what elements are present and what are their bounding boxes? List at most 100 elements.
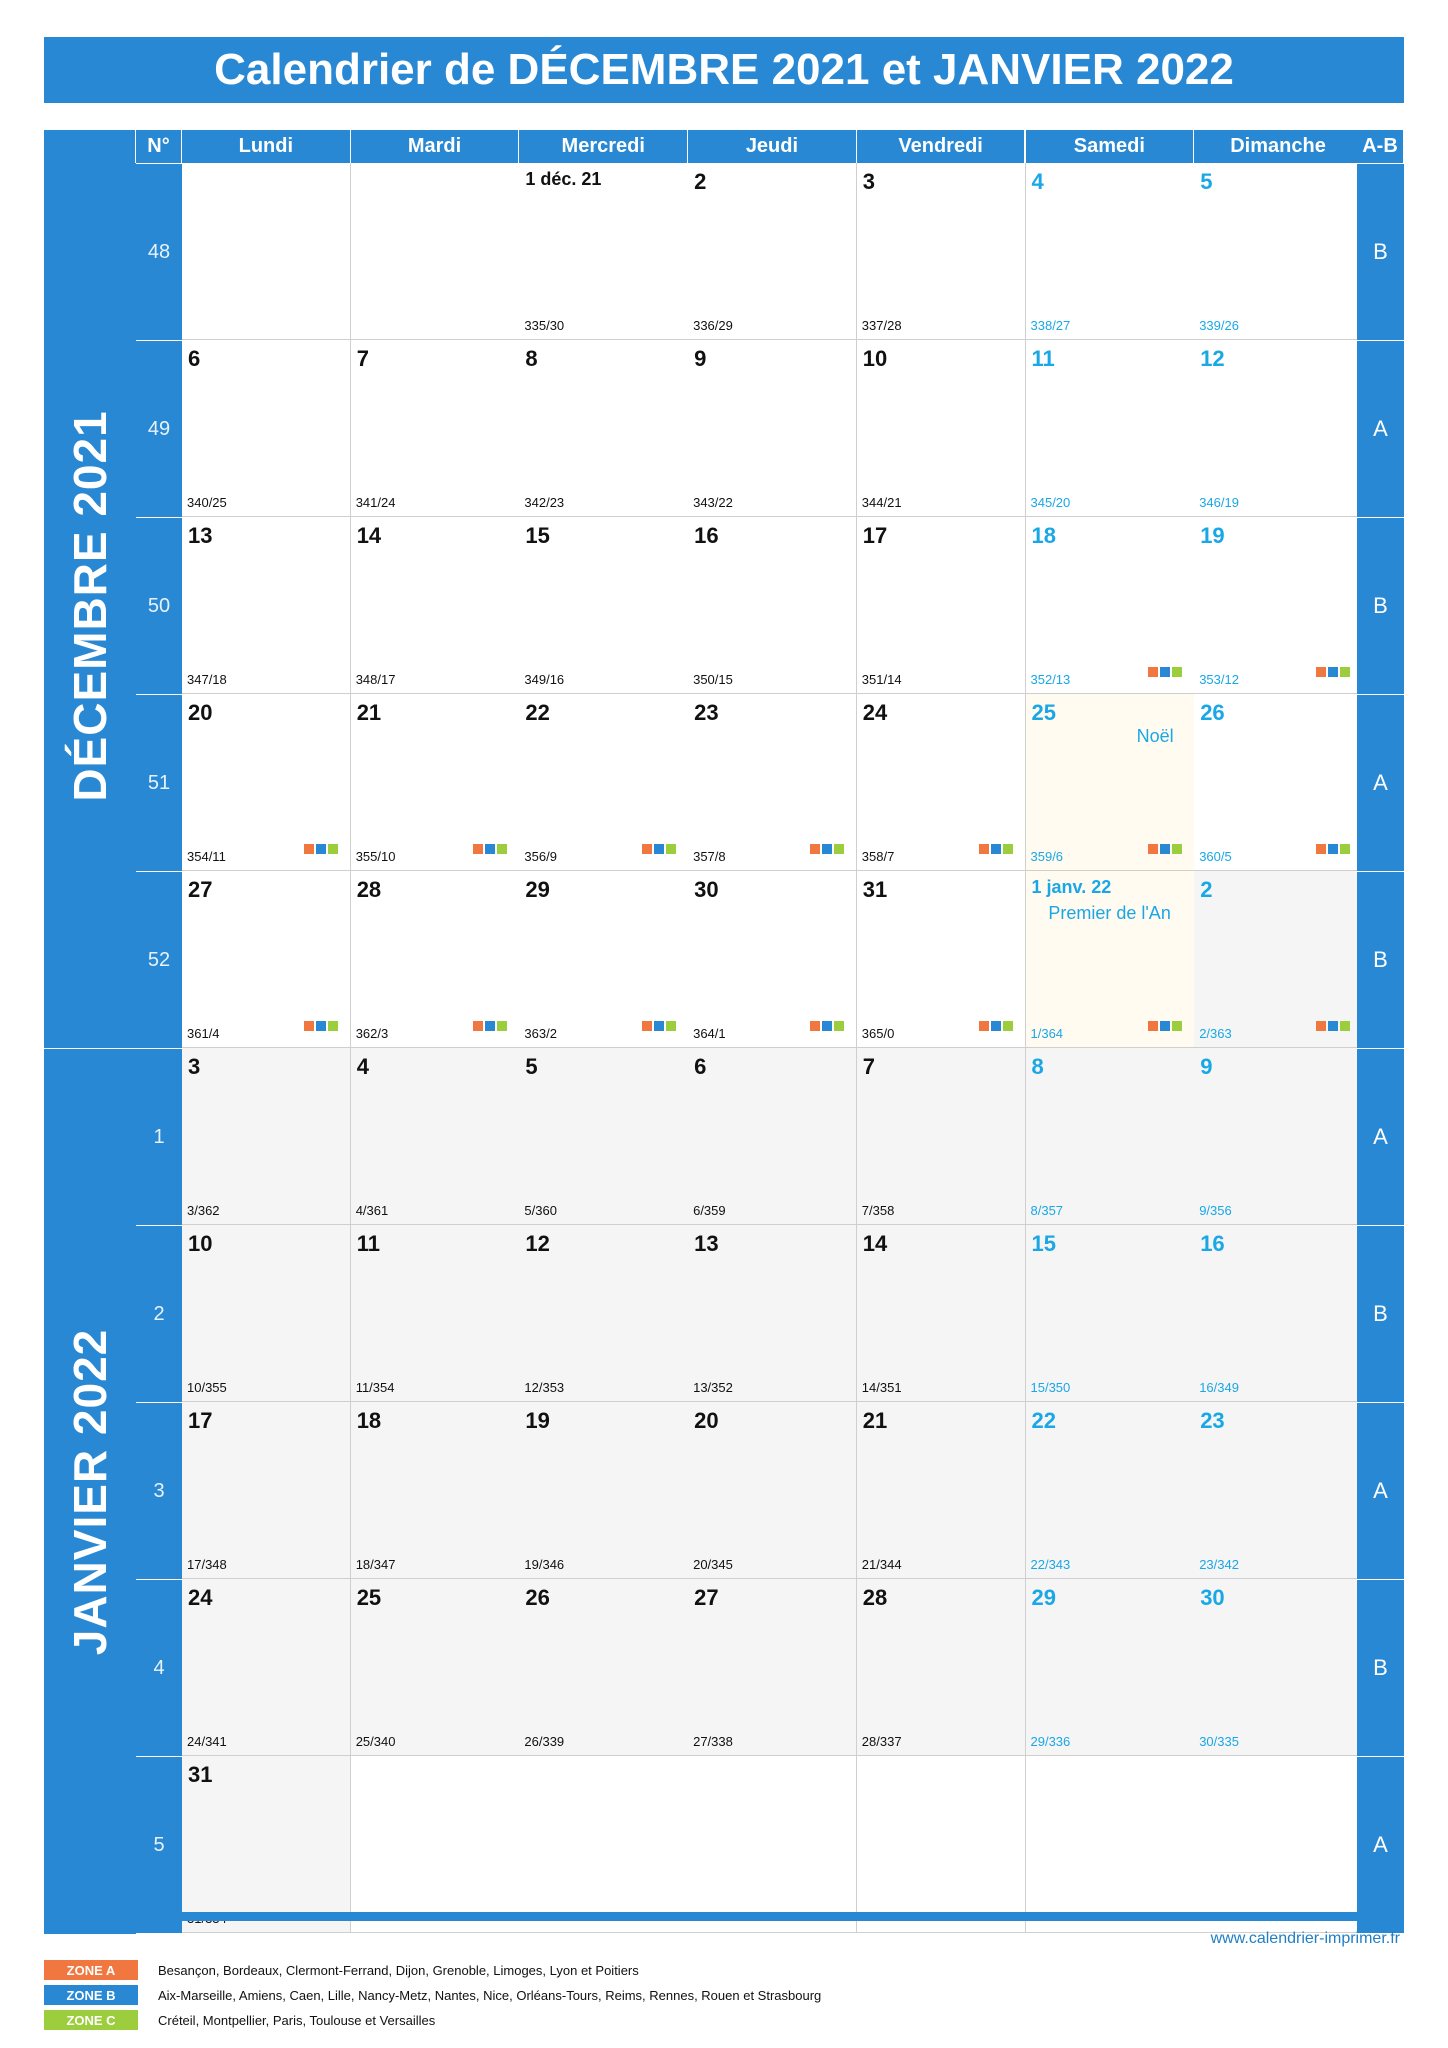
zone-b-marker [990,1021,1001,1031]
day-cell[interactable]: 18 352/13 [1025,517,1195,694]
day-cell[interactable]: 23 23/342 [1194,1402,1364,1579]
day-cell[interactable]: 14 14/351 [856,1225,1026,1402]
day-cell[interactable]: 24 358/7 [856,694,1026,871]
day-cell[interactable]: 12 12/353 [519,1225,689,1402]
day-cell[interactable]: 1 janv. 22 Premier de l'An 1/364 [1025,871,1195,1048]
day-cell[interactable]: 7 7/358 [856,1048,1026,1225]
day-cell[interactable]: 8 8/357 [1025,1048,1195,1225]
day-cell[interactable]: 20 20/345 [688,1402,858,1579]
day-cell[interactable]: 6 340/25 [182,340,352,517]
day-number: 17 [188,1408,213,1433]
day-cell[interactable]: 27 361/4 [182,871,352,1048]
zone-b-marker [653,1021,664,1031]
day-number: 24 [862,700,888,725]
day-cell[interactable]: 2 336/29 [688,163,858,340]
day-cell[interactable] [182,163,352,340]
day-cell[interactable]: 16 350/15 [688,517,858,694]
day-of-year: 346/19 [1199,495,1239,510]
day-cell[interactable]: 15 15/350 [1025,1225,1195,1402]
day-cell[interactable]: 25 25/340 [350,1579,520,1756]
day-of-year: 337/28 [861,318,902,333]
day-cell[interactable] [688,1756,858,1933]
day-cell[interactable]: 8 342/23 [519,340,689,517]
week-number: 48 [136,163,182,340]
day-of-year: 3/362 [187,1203,220,1218]
legend-row: ZONE C Créteil, Montpellier, Paris, Toulo… [44,2010,435,2030]
day-cell[interactable]: 1 déc. 21 335/30 [519,163,689,340]
day-cell[interactable]: 10 344/21 [856,340,1026,517]
day-cell[interactable]: 2 2/363 [1194,871,1364,1048]
day-of-year: 13/352 [693,1380,733,1395]
day-cell[interactable]: 17 351/14 [856,517,1026,694]
day-cell[interactable]: 21 355/10 [350,694,520,871]
day-cell[interactable]: 10 10/355 [182,1225,352,1402]
zone-a-marker [641,844,652,854]
day-cell[interactable]: 29 29/336 [1025,1579,1195,1756]
day-number: 4 [356,1054,369,1079]
day-cell[interactable]: 24 24/341 [182,1579,352,1756]
day-cell[interactable]: 31 365/0 [856,871,1026,1048]
day-cell[interactable]: 11 345/20 [1025,340,1195,517]
day-cell[interactable]: 26 360/5 [1194,694,1364,871]
day-cell[interactable]: 14 348/17 [350,517,520,694]
day-cell[interactable]: 28 28/337 [856,1579,1026,1756]
day-cell[interactable]: 19 353/12 [1194,517,1364,694]
day-cell[interactable]: 17 17/348 [182,1402,352,1579]
day-cell[interactable]: 22 356/9 [519,694,689,871]
day-of-year: 350/15 [693,672,733,687]
day-cell[interactable]: 9 343/22 [688,340,858,517]
day-cell[interactable]: 25 Noël 359/6 [1025,694,1195,871]
day-cell[interactable]: 11 11/354 [350,1225,520,1402]
day-cell[interactable]: 20 354/11 [182,694,352,871]
school-holiday-zones [641,1021,676,1031]
day-of-year: 14/351 [861,1380,902,1395]
day-number: 17 [862,523,888,548]
day-cell[interactable]: 5 5/360 [519,1048,689,1225]
day-cell[interactable]: 30 364/1 [688,871,858,1048]
day-cell[interactable]: 19 19/346 [519,1402,689,1579]
day-cell[interactable]: 16 16/349 [1194,1225,1364,1402]
day-cell[interactable]: 18 18/347 [350,1402,520,1579]
day-cell[interactable] [350,1756,520,1933]
day-cell[interactable]: 15 349/16 [519,517,689,694]
day-number: 28 [356,877,382,902]
day-cell[interactable]: 13 347/18 [182,517,352,694]
day-of-year: 28/337 [861,1734,902,1749]
day-cell[interactable]: 21 21/344 [856,1402,1026,1579]
zone-b-marker [822,1021,833,1031]
day-cell[interactable]: 9 9/356 [1194,1048,1364,1225]
week-number: 1 [136,1048,182,1225]
day-of-year: 7/358 [861,1203,895,1218]
ab-week-letter: A [1357,1402,1404,1579]
day-cell[interactable]: 3 337/28 [856,163,1026,340]
header-day-samedi: Samedi [1025,130,1195,163]
day-cell[interactable] [350,163,520,340]
day-cell[interactable]: 7 341/24 [350,340,520,517]
day-cell[interactable]: 22 22/343 [1025,1402,1195,1579]
day-number: 16 [694,523,719,548]
day-cell[interactable]: 30 30/335 [1194,1579,1364,1756]
day-cell[interactable] [519,1756,689,1933]
day-cell[interactable] [1025,1756,1195,1933]
day-cell[interactable]: 12 346/19 [1194,340,1364,517]
website-link[interactable]: www.calendrier-imprimer.fr [1210,1930,1400,1947]
zone-a-marker [1316,667,1327,677]
zone-a-marker [1147,844,1158,854]
day-cell[interactable]: 13 13/352 [688,1225,858,1402]
day-number: 16 [1200,1231,1225,1256]
day-cell[interactable] [856,1756,1026,1933]
day-cell[interactable]: 3 3/362 [182,1048,352,1225]
day-cell[interactable]: 6 6/359 [688,1048,858,1225]
day-number: 15 [525,523,550,548]
day-cell[interactable]: 28 362/3 [350,871,520,1048]
day-cell[interactable]: 5 339/26 [1194,163,1364,340]
day-cell[interactable]: 4 338/27 [1025,163,1195,340]
day-of-year: 18/347 [355,1557,396,1572]
day-cell[interactable] [1194,1756,1364,1933]
day-cell[interactable]: 27 27/338 [688,1579,858,1756]
day-cell[interactable]: 29 363/2 [519,871,689,1048]
day-cell[interactable]: 4 4/361 [350,1048,520,1225]
day-cell[interactable]: 23 357/8 [688,694,858,871]
day-cell[interactable]: 26 26/339 [519,1579,689,1756]
